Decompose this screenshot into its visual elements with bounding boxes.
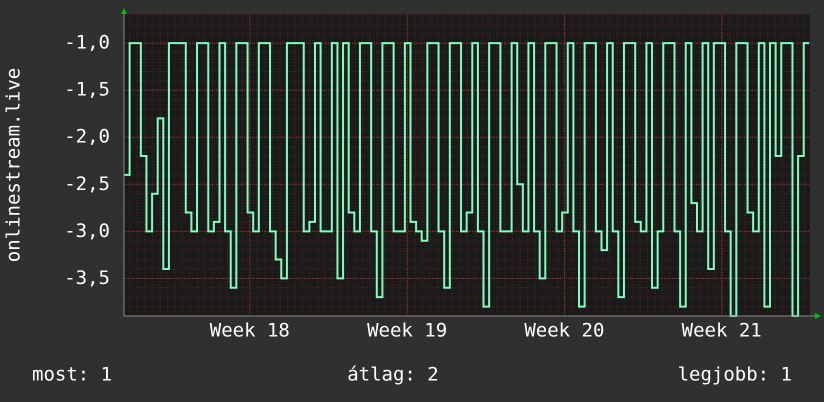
y-tick-label: -3,5 [64,267,110,289]
summary-current: most: 1 [32,364,112,386]
x-tick-label: Week 20 [524,320,604,342]
y-tick-label: -2,5 [64,173,110,195]
summary-max: legjobb: 1 [678,364,792,386]
major-grid [124,14,810,316]
y-axis-label: onlinestream.live [3,68,25,262]
y-tick-label: -1,0 [64,32,110,54]
y-tick-label: -2,0 [64,126,110,148]
series [124,42,810,317]
y-arrow [121,8,127,14]
x-tick-label: Week 18 [210,320,290,342]
y-tick-label: -1,5 [64,79,110,101]
x-arrow [815,313,821,319]
x-tick-label: Week 21 [682,320,762,342]
y-tick-label: -3,0 [64,220,110,242]
series-line [124,42,810,317]
x-tick-label: Week 19 [367,320,447,342]
summary-average: átlag: 2 [347,364,439,386]
